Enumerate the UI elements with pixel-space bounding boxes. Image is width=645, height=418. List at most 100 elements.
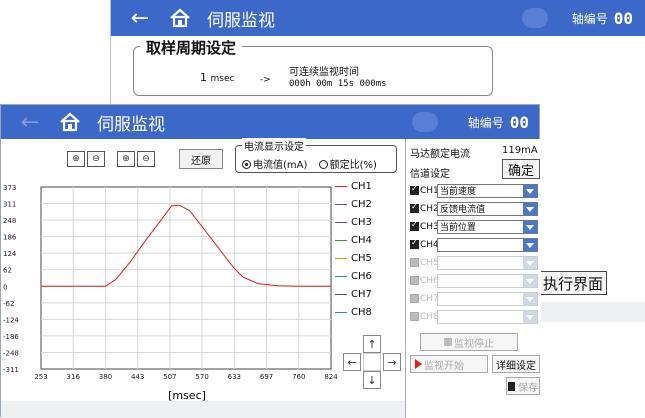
x-tick-label: 824 bbox=[324, 373, 338, 381]
axis-value[interactable]: 00 bbox=[509, 112, 529, 132]
legend-label: CH5 bbox=[351, 253, 372, 264]
pan-left-icon[interactable]: ← bbox=[343, 353, 361, 371]
channel-checkbox[interactable] bbox=[410, 238, 419, 249]
confirm-button[interactable]: 确定 bbox=[502, 159, 540, 179]
sampling-group: 取样周期设定 1 msec -> 可连续监视时间 000h 00m 15s 00… bbox=[133, 37, 493, 96]
legend-swatch bbox=[335, 258, 347, 259]
y-tick-label: -62 bbox=[3, 300, 14, 308]
channel-checkbox[interactable] bbox=[410, 220, 419, 231]
legend-swatch bbox=[335, 186, 347, 187]
sampling-legend: 取样周期设定 bbox=[140, 37, 243, 58]
x-tick-label: 760 bbox=[292, 373, 305, 381]
chevron-down-icon bbox=[523, 184, 537, 197]
home-icon[interactable] bbox=[59, 112, 81, 132]
channel-name: CH7 bbox=[420, 293, 439, 304]
restore-button[interactable]: 还原 bbox=[179, 149, 223, 169]
y-tick-label: 62 bbox=[3, 267, 12, 275]
front-header: ← 伺服监视 轴编号 00 bbox=[1, 105, 539, 139]
channel-select[interactable] bbox=[437, 237, 538, 252]
x-tick-label: 570 bbox=[195, 373, 208, 381]
pan-down-icon[interactable]: ↓ bbox=[363, 371, 381, 389]
channel-checkbox bbox=[410, 294, 419, 303]
front-title: 伺服监视 bbox=[97, 114, 165, 135]
start-monitor-button[interactable]: 监视开始 bbox=[410, 355, 488, 373]
radio-rated-ratio[interactable]: 额定比(%) bbox=[318, 160, 377, 171]
save-icon bbox=[508, 381, 515, 391]
channel-select bbox=[437, 291, 538, 306]
chevron-down-icon bbox=[523, 238, 537, 251]
chart-grid bbox=[40, 186, 332, 370]
channel-name: CH5 bbox=[420, 257, 439, 268]
x-tick-label: 253 bbox=[34, 373, 47, 381]
channel-row-ch5: CH5 bbox=[410, 255, 538, 270]
channel-select bbox=[437, 273, 538, 288]
zoom-out-y-icon[interactable]: ⊖ bbox=[137, 151, 155, 167]
chart-series bbox=[41, 204, 331, 287]
legend-item-ch8: CH8 bbox=[335, 307, 372, 318]
legend-swatch bbox=[335, 204, 347, 205]
channel-checkbox[interactable] bbox=[410, 202, 419, 213]
monitor-chart: 373 311 248 186 124 62 0 -62 -124 -186 -248 -311 25… bbox=[3, 184, 338, 401]
channel-select[interactable]: 当前速度 bbox=[437, 183, 538, 198]
legend-swatch bbox=[335, 240, 347, 241]
channel-checkbox[interactable] bbox=[410, 184, 419, 195]
y-tick-label: 373 bbox=[3, 184, 16, 192]
y-tick-label: -311 bbox=[3, 366, 19, 374]
legend-swatch bbox=[335, 294, 347, 295]
y-tick-label: -186 bbox=[3, 333, 19, 341]
channel-select bbox=[437, 255, 538, 270]
x-tick-label: 697 bbox=[260, 373, 273, 381]
channel-select[interactable]: 反馈电流值 bbox=[437, 201, 538, 216]
zoom-out-x-icon[interactable]: ⊖ bbox=[87, 151, 105, 167]
radio-current-value[interactable]: 电流值(mA) bbox=[242, 160, 307, 171]
stop-icon bbox=[444, 338, 452, 346]
chevron-down-icon bbox=[523, 292, 537, 305]
sampling-value[interactable]: 1 msec bbox=[200, 71, 235, 84]
legend-swatch bbox=[335, 312, 347, 313]
save-button[interactable]: 保存 bbox=[506, 377, 540, 395]
current-display-legend: 电流显示设定 bbox=[242, 138, 306, 153]
x-tick-label: 380 bbox=[99, 373, 112, 381]
stop-monitor-button[interactable]: 监视停止 bbox=[420, 333, 518, 351]
header-pill-icon bbox=[521, 8, 548, 28]
legend-item-ch2: CH2 bbox=[335, 199, 372, 210]
axis-value[interactable]: 00 bbox=[613, 8, 633, 28]
legend-swatch bbox=[335, 276, 347, 277]
pan-up-icon[interactable]: ↑ bbox=[363, 335, 381, 353]
legend-label: CH8 bbox=[351, 307, 372, 318]
left-arrow-icon[interactable]: ← bbox=[130, 5, 150, 31]
play-icon bbox=[415, 359, 422, 369]
detail-settings-button[interactable]: 详细设定 bbox=[492, 355, 540, 373]
header-pill-icon bbox=[411, 112, 438, 132]
legend-label: CH3 bbox=[351, 217, 372, 228]
channel-select[interactable]: 当前位置 bbox=[437, 219, 538, 234]
zoom-in-x-icon[interactable]: ⊕ bbox=[67, 151, 85, 167]
channel-name: CH6 bbox=[420, 275, 439, 286]
home-icon[interactable] bbox=[169, 8, 191, 28]
x-tick-label: 507 bbox=[163, 373, 176, 381]
channel-name: CH3 bbox=[420, 221, 439, 232]
axis-label: 轴编号 bbox=[467, 115, 504, 130]
y-tick-label: 311 bbox=[3, 201, 16, 209]
channel-select-value: 当前位置 bbox=[440, 223, 477, 233]
legend-label: CH2 bbox=[351, 199, 372, 210]
chevron-down-icon bbox=[523, 220, 537, 233]
y-tick-label: 0 bbox=[3, 283, 7, 291]
sampling-arrow: -> bbox=[260, 75, 271, 85]
zoom-in-y-icon[interactable]: ⊕ bbox=[117, 151, 135, 167]
exec-screen-button[interactable]: 执行界面 bbox=[539, 271, 607, 295]
y-tick-label: 186 bbox=[3, 234, 17, 242]
x-tick-label: 633 bbox=[228, 373, 241, 381]
chevron-down-icon bbox=[523, 310, 537, 323]
channel-panel: 马达额定电流 119mA 信道设定 确定 CH1当前速度CH2反馈电流值CH3当… bbox=[405, 139, 541, 418]
pan-right-icon[interactable]: → bbox=[383, 353, 401, 371]
channel-row-ch4: CH4 bbox=[410, 237, 538, 252]
left-arrow-icon[interactable]: ← bbox=[20, 109, 40, 135]
channel-select-value: 当前速度 bbox=[440, 187, 477, 197]
y-tick-labels: 373 311 248 186 124 62 0 -62 -124 -186 -248 -311 bbox=[3, 184, 19, 374]
legend-item-ch6: CH6 bbox=[335, 271, 372, 282]
legend-label: CH1 bbox=[351, 181, 372, 192]
front-window: ← 伺服监视 轴编号 00 ⊕ ⊖ ⊕ ⊖ 还原 电流显示设定 电流值(mA) … bbox=[0, 104, 541, 418]
legend-label: CH6 bbox=[351, 271, 372, 282]
